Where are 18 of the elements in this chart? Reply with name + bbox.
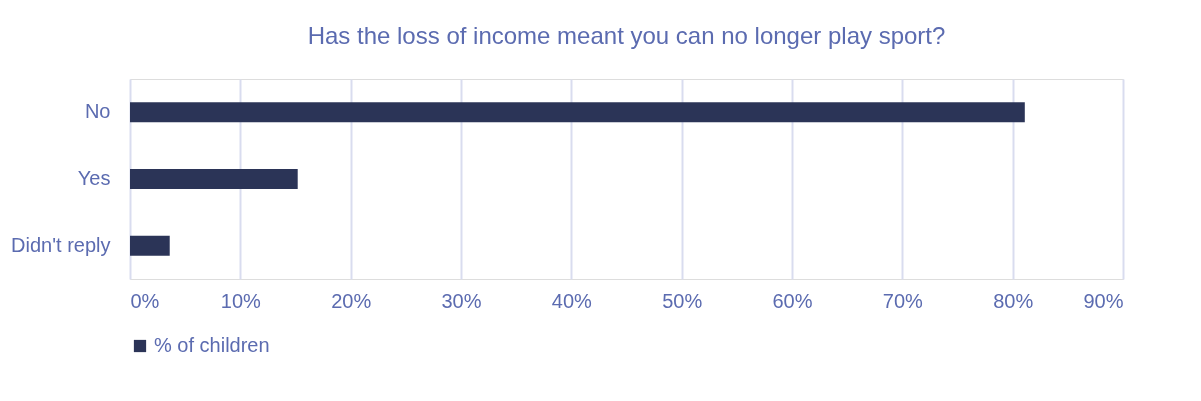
y-tick-label: Didn't reply bbox=[11, 233, 111, 256]
y-tick-label: Yes bbox=[77, 167, 111, 189]
x-tick-label: 30% bbox=[441, 289, 482, 312]
x-tick-label: 50% bbox=[662, 289, 703, 312]
y-tick-label: No bbox=[84, 100, 111, 123]
x-tick-label: 90% bbox=[1083, 289, 1124, 312]
bar bbox=[130, 169, 298, 189]
x-tick-label: 40% bbox=[551, 289, 593, 312]
bar bbox=[130, 235, 170, 256]
x-tick-label: 80% bbox=[993, 289, 1034, 312]
bar bbox=[130, 102, 1025, 123]
chart-title: Has the loss of income meant you can no longer play sport? bbox=[307, 22, 946, 49]
x-tick-label: 10% bbox=[220, 289, 262, 312]
x-tick-label: 70% bbox=[882, 289, 924, 312]
x-tick-label: 0% bbox=[130, 289, 160, 312]
x-tick-label: 60% bbox=[772, 289, 813, 312]
legend-label: % of children bbox=[154, 334, 270, 356]
x-tick-label: 20% bbox=[331, 289, 372, 312]
